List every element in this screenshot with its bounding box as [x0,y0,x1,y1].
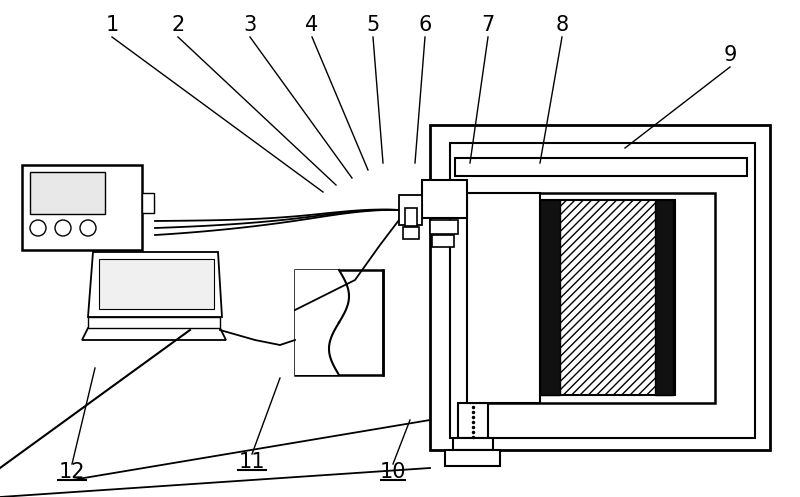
Text: 9: 9 [723,45,737,65]
Text: 5: 5 [366,15,380,35]
Polygon shape [88,252,222,317]
Text: 2: 2 [171,15,185,35]
Text: 11: 11 [238,452,266,472]
Circle shape [80,220,96,236]
Bar [30,172,105,214]
Bar [430,125,770,450]
Bar [295,270,339,375]
Bar [399,195,422,225]
Bar [405,208,417,226]
Text: 4: 4 [306,15,318,35]
Circle shape [55,220,71,236]
Bar [142,193,154,213]
Circle shape [30,220,46,236]
Bar [467,193,540,403]
Bar [295,270,383,375]
Text: 10: 10 [380,462,406,482]
Bar [458,403,488,438]
Text: 6: 6 [418,15,432,35]
Bar [403,227,419,239]
Text: 12: 12 [58,462,86,482]
Bar [422,180,467,218]
Bar [540,200,560,395]
Text: 7: 7 [482,15,494,35]
Bar [453,438,493,450]
Bar [655,200,673,395]
Bar [455,158,747,176]
Bar [445,450,500,466]
Polygon shape [82,328,226,340]
Bar [450,143,755,438]
Bar [99,259,214,309]
Bar [467,193,715,403]
Bar [432,235,454,247]
Text: 3: 3 [243,15,257,35]
Bar [430,220,458,234]
Polygon shape [88,317,220,328]
Text: 8: 8 [555,15,569,35]
Bar [540,200,675,395]
Bar [22,165,142,250]
Text: 1: 1 [106,15,118,35]
